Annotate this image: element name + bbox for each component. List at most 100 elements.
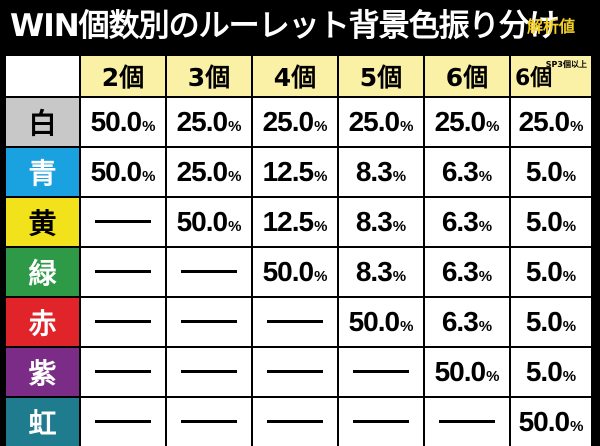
table-cell: 50.0% bbox=[509, 396, 593, 446]
cell-value: 6.3 bbox=[441, 206, 479, 237]
percent-sign: % bbox=[392, 218, 407, 235]
not-applicable-dash bbox=[267, 370, 323, 374]
percent-sign: % bbox=[478, 168, 493, 185]
cell-value: 6.3 bbox=[441, 306, 479, 337]
table-row: 赤 50.0% 6.3% 5.0% bbox=[4, 296, 593, 348]
table-cell: 6.3% bbox=[423, 246, 511, 298]
cell-value: 8.3 bbox=[355, 256, 393, 287]
table-cell: 50.0% bbox=[79, 96, 167, 148]
cell-value: 50.0 bbox=[176, 206, 228, 237]
table-cell: 50.0% bbox=[79, 146, 167, 198]
table-cell bbox=[165, 246, 253, 298]
column-header-label: 2個 bbox=[101, 63, 145, 92]
cell-value: 25.0 bbox=[176, 106, 228, 137]
column-header-label: 4個 bbox=[273, 63, 317, 92]
percent-sign: % bbox=[478, 218, 493, 235]
row-color-label: 黄 bbox=[4, 196, 81, 248]
not-applicable-dash bbox=[353, 420, 409, 424]
table-cell: 5.0% bbox=[509, 296, 593, 348]
table-cell bbox=[251, 296, 339, 348]
percent-sign: % bbox=[486, 118, 500, 135]
table-cell bbox=[165, 346, 253, 398]
column-header: 5個 bbox=[337, 54, 425, 98]
cell-value: 25.0 bbox=[348, 106, 400, 137]
header-row: 2個 3個 4個 5個 6個 6個 SP3個以上 bbox=[4, 54, 593, 98]
row-color-label: 白 bbox=[4, 96, 81, 148]
percent-sign: % bbox=[562, 218, 577, 235]
table-cell: 25.0% bbox=[509, 96, 593, 148]
cell-value: 25.0 bbox=[518, 106, 570, 137]
table-cell: 50.0% bbox=[423, 346, 511, 398]
cell-value: 6.3 bbox=[441, 256, 479, 287]
table-cell: 25.0% bbox=[165, 146, 253, 198]
percent-sign: % bbox=[400, 318, 414, 335]
table-cell bbox=[165, 396, 253, 446]
percent-sign: % bbox=[314, 118, 328, 135]
percent-sign: % bbox=[142, 118, 156, 135]
table-row: 虹 50.0% bbox=[4, 396, 593, 446]
percent-sign: % bbox=[478, 268, 493, 285]
table-cell bbox=[79, 296, 167, 348]
column-header: 2個 bbox=[79, 54, 167, 98]
percent-sign: % bbox=[570, 118, 584, 135]
table-cell: 8.3% bbox=[337, 196, 425, 248]
column-header-label: 6個 bbox=[515, 66, 553, 91]
column-header-note: SP3個以上 bbox=[545, 60, 587, 69]
percent-sign: % bbox=[228, 218, 242, 235]
not-applicable-dash bbox=[95, 370, 151, 374]
percent-sign: % bbox=[562, 318, 577, 335]
row-color-label: 紫 bbox=[4, 346, 81, 398]
percent-sign: % bbox=[570, 418, 584, 435]
row-color-label: 青 bbox=[4, 146, 81, 198]
cell-value: 25.0 bbox=[176, 156, 228, 187]
table-cell: 25.0% bbox=[423, 96, 511, 148]
cell-value: 12.5 bbox=[262, 206, 314, 237]
not-applicable-dash bbox=[439, 420, 495, 424]
not-applicable-dash bbox=[181, 270, 237, 274]
table-cell: 6.3% bbox=[423, 296, 511, 348]
cell-value: 5.0 bbox=[525, 156, 563, 187]
percent-sign: % bbox=[562, 268, 577, 285]
table-row: 白 50.0% 25.0% 25.0% 25.0% 25.0% 25.0% bbox=[4, 96, 593, 148]
table-cell: 12.5% bbox=[251, 146, 339, 198]
percent-sign: % bbox=[392, 168, 407, 185]
column-header: 6個 bbox=[423, 54, 511, 98]
table-cell bbox=[79, 396, 167, 446]
column-header-label: 5個 bbox=[359, 63, 403, 92]
column-header-label: 6個 bbox=[445, 63, 489, 92]
table-cell: 50.0% bbox=[337, 296, 425, 348]
table-cell bbox=[165, 296, 253, 348]
table-cell: 5.0% bbox=[509, 146, 593, 198]
table-cell: 12.5% bbox=[251, 196, 339, 248]
table-cell bbox=[79, 246, 167, 298]
title-bar: WIN個数別のルーレット背景色振り分け 解析値 bbox=[0, 0, 600, 52]
cell-value: 5.0 bbox=[525, 256, 563, 287]
not-applicable-dash bbox=[181, 320, 237, 324]
column-header: 4個 bbox=[251, 54, 339, 98]
table-cell: 25.0% bbox=[165, 96, 253, 148]
cell-value: 25.0 bbox=[434, 106, 486, 137]
table-cell: 8.3% bbox=[337, 246, 425, 298]
not-applicable-dash bbox=[95, 320, 151, 324]
table-cell: 50.0% bbox=[251, 246, 339, 298]
percent-sign: % bbox=[562, 168, 577, 185]
cell-value: 5.0 bbox=[525, 306, 563, 337]
not-applicable-dash bbox=[95, 420, 151, 424]
percent-sign: % bbox=[562, 368, 577, 385]
table-cell bbox=[79, 196, 167, 248]
not-applicable-dash bbox=[181, 420, 237, 424]
table-cell bbox=[337, 396, 425, 446]
cell-value: 8.3 bbox=[355, 206, 393, 237]
probability-table: 2個 3個 4個 5個 6個 6個 SP3個以上 白 50.0% 25.0% 25.0%… bbox=[4, 54, 593, 446]
percent-sign: % bbox=[228, 168, 242, 185]
table-cell: 5.0% bbox=[509, 346, 593, 398]
not-applicable-dash bbox=[181, 370, 237, 374]
cell-value: 50.0 bbox=[262, 256, 314, 287]
table-cell bbox=[251, 396, 339, 446]
table-row: 緑 50.0% 8.3% 6.3% 5.0% bbox=[4, 246, 593, 298]
cell-value: 50.0 bbox=[518, 406, 570, 437]
cell-value: 50.0 bbox=[348, 306, 400, 337]
table-cell bbox=[251, 346, 339, 398]
percent-sign: % bbox=[400, 118, 414, 135]
table-cell: 6.3% bbox=[423, 196, 511, 248]
